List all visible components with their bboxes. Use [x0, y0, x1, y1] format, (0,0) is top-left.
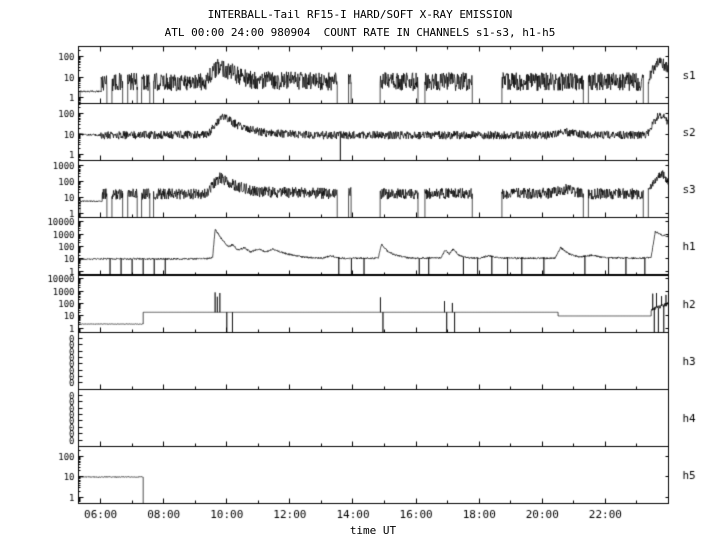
x-axis-label: time UT: [349, 524, 397, 537]
